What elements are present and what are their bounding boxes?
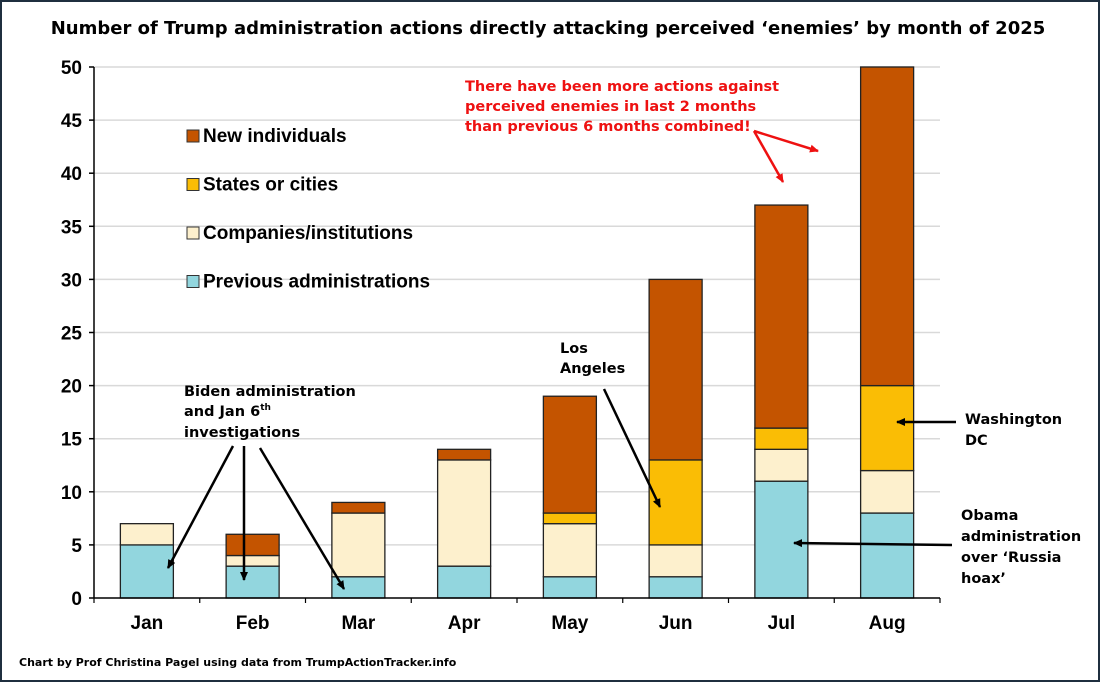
bar-apr-previous-administrations [436, 565, 492, 599]
la-line-2: Angeles [560, 361, 625, 377]
bar-aug-companies-institutions [859, 469, 915, 514]
x-tick-labels: Jan Feb Mar Apr May Jun Jul Aug [131, 613, 906, 634]
los-angeles-annotation: Los Angeles [560, 341, 662, 508]
legend: New individuals States or cities Companies… [186, 126, 430, 293]
chart-credit: Chart by Prof Christina Pagel using data… [19, 656, 457, 669]
bar-jun-companies-institutions [648, 544, 703, 578]
legend-item-companies-institutions: Companies/institutions [186, 223, 413, 244]
legend-label: Previous administrations [203, 272, 430, 293]
bar-mar-new-individuals [331, 501, 386, 514]
biden-line-2: and Jan 6th [184, 403, 271, 420]
y-tick-label: 20 [61, 377, 82, 398]
biden-arrow-mar [258, 447, 346, 590]
biden-arrow-jan [166, 445, 235, 569]
bar-apr-new-individuals [436, 448, 492, 461]
x-tick-label: Apr [448, 613, 481, 634]
bar-aug-previous-administrations [859, 512, 915, 599]
la-arrow [602, 388, 662, 508]
bar-may-previous-administrations [542, 576, 598, 599]
x-tick-label: Jan [131, 613, 164, 634]
obama-arrow [793, 539, 953, 548]
obama-line-4: hoax’ [961, 571, 1006, 587]
bar-may-companies-institutions [542, 523, 598, 578]
x-tick-label: May [551, 613, 588, 634]
y-tick-label: 25 [61, 324, 83, 345]
y-tick-label: 15 [61, 430, 83, 451]
legend-item-previous-administrations: Previous administrations [186, 272, 430, 293]
obama-annotation: Obama administration over ‘Russia hoax’ [793, 508, 1081, 587]
chart-title: Number of Trump administration actions d… [51, 18, 1046, 39]
biden-annotation: Biden administration and Jan 6th investi… [166, 384, 356, 590]
legend-label: States or cities [203, 175, 338, 196]
headline-annotation: There have been more actions against per… [465, 79, 819, 183]
axes [89, 66, 941, 603]
legend-item-new-individuals: New individuals [186, 126, 347, 147]
y-tick-label: 30 [61, 270, 82, 291]
bar-may-new-individuals [542, 395, 598, 514]
y-tick-label: 5 [71, 536, 82, 557]
headline-line-1: There have been more actions against [465, 79, 779, 95]
y-tick-label: 10 [61, 483, 82, 504]
legend-swatch [186, 129, 200, 143]
x-tick-label: Aug [869, 613, 906, 634]
y-tick-label: 50 [61, 58, 82, 79]
legend-swatch [186, 178, 200, 191]
y-tick-label: 40 [61, 164, 82, 185]
la-line-1: Los [560, 341, 588, 357]
x-tick-label: Jun [659, 613, 693, 634]
legend-label: Companies/institutions [203, 223, 413, 244]
y-tick-label: 45 [61, 111, 83, 132]
bar-aug-states-or-cities [859, 384, 915, 472]
bar-jun-previous-administrations [648, 576, 703, 599]
headline-arrow-aug [753, 129, 819, 153]
bar-feb-previous-administrations [225, 565, 280, 599]
y-tick-label: 35 [61, 217, 83, 238]
x-tick-label: Mar [341, 613, 375, 634]
bar-jan-companies-institutions [119, 523, 175, 546]
dc-line-2: DC [965, 433, 988, 449]
bar-jul-new-individuals [754, 204, 809, 429]
headline-arrow-jul [752, 130, 785, 183]
washington-annotation: Washington DC [896, 412, 1062, 449]
bar-jan-previous-administrations [119, 544, 175, 599]
legend-label: New individuals [203, 126, 347, 147]
bar-mar-companies-institutions [331, 512, 386, 578]
obama-line-3: over ‘Russia [961, 550, 1061, 566]
y-tick-labels: 0 5 10 15 20 25 30 35 40 45 50 [61, 58, 83, 610]
bar-feb-new-individuals [225, 533, 280, 557]
dc-line-1: Washington [965, 412, 1062, 428]
biden-line-3: investigations [184, 425, 300, 441]
bar-aug-new-individuals [859, 66, 915, 387]
bar-feb-companies-institutions [225, 554, 280, 567]
x-tick-label: Feb [236, 613, 270, 634]
bar-may-states-or-cities [542, 512, 598, 525]
y-tick-label: 0 [71, 589, 82, 610]
headline-line-3: than previous 6 months combined! [465, 119, 751, 135]
legend-swatch [186, 226, 200, 240]
biden-superscript: th [260, 403, 271, 413]
x-tick-label: Jul [768, 613, 795, 634]
bar-jul-states-or-cities [754, 427, 809, 450]
legend-swatch [186, 275, 200, 288]
biden-line-1: Biden administration [184, 384, 356, 400]
bars [119, 66, 915, 599]
biden-line-2-text: and Jan 6 [184, 404, 260, 420]
legend-item-states-or-cities: States or cities [186, 175, 338, 196]
obama-line-2: administration [961, 529, 1081, 545]
bar-apr-companies-institutions [436, 459, 492, 567]
bar-jul-previous-administrations [754, 480, 809, 599]
obama-line-1: Obama [961, 508, 1018, 524]
headline-line-2: perceived enemies in last 2 months [465, 99, 756, 115]
bar-jun-new-individuals [648, 278, 703, 461]
bar-jul-companies-institutions [754, 448, 809, 482]
